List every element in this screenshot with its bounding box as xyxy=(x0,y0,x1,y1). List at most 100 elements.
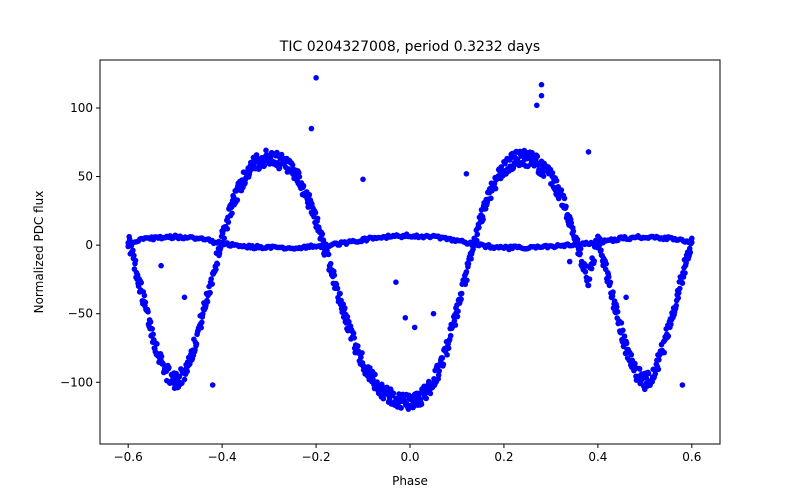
data-point xyxy=(555,195,562,202)
data-point xyxy=(213,266,219,273)
data-point xyxy=(423,395,430,402)
data-point xyxy=(327,260,334,267)
data-point xyxy=(687,249,694,256)
data-point xyxy=(208,276,214,282)
data-point xyxy=(209,281,215,287)
data-point xyxy=(582,269,589,275)
data-point xyxy=(331,272,338,279)
data-points xyxy=(125,75,695,412)
data-point xyxy=(458,296,464,303)
data-point xyxy=(370,376,376,382)
data-point xyxy=(598,247,604,253)
data-point xyxy=(346,319,352,325)
data-point xyxy=(682,270,688,276)
data-point xyxy=(142,299,149,306)
data-point xyxy=(679,280,686,287)
data-point xyxy=(614,309,621,315)
data-point xyxy=(334,285,341,292)
data-point xyxy=(454,313,461,320)
data-point xyxy=(390,390,397,397)
data-point xyxy=(563,203,569,210)
outlier-point xyxy=(393,279,399,286)
data-point xyxy=(229,210,235,217)
data-point xyxy=(465,261,472,267)
data-point xyxy=(474,231,481,238)
data-point xyxy=(435,372,442,378)
data-point xyxy=(374,379,380,385)
data-point xyxy=(570,228,577,235)
data-point xyxy=(158,353,165,360)
outlier-point xyxy=(679,382,686,388)
data-point xyxy=(166,364,172,371)
data-point xyxy=(221,235,227,241)
data-point xyxy=(586,276,593,282)
x-tick-label: 0.6 xyxy=(682,450,701,464)
data-point xyxy=(577,250,583,257)
data-point xyxy=(535,162,541,168)
data-point xyxy=(319,231,326,237)
x-tick-label: −0.4 xyxy=(208,450,237,464)
data-point xyxy=(628,351,635,358)
data-point xyxy=(652,371,659,377)
data-point xyxy=(372,371,378,378)
x-axis-label: Phase xyxy=(392,474,428,488)
outlier-point xyxy=(430,310,437,317)
data-point xyxy=(665,333,672,339)
outlier-point xyxy=(463,171,470,177)
data-point xyxy=(447,332,454,339)
data-point xyxy=(607,279,614,286)
data-point xyxy=(207,289,213,296)
outlier-point xyxy=(538,81,545,88)
chart-title: TIC 0204327008, period 0.3232 days xyxy=(279,39,540,55)
data-point xyxy=(193,341,200,347)
data-point xyxy=(623,340,630,347)
data-point xyxy=(418,401,425,408)
data-point xyxy=(618,320,625,326)
data-point xyxy=(620,327,626,334)
data-point xyxy=(464,277,470,284)
x-axis: −0.6 −0.4 −0.2 0.0 0.2 0.4 0.6 xyxy=(114,444,701,464)
data-point xyxy=(610,289,616,295)
data-point xyxy=(138,279,144,286)
data-point xyxy=(613,304,620,310)
outlier-point xyxy=(360,176,366,183)
data-point xyxy=(261,162,268,169)
data-point xyxy=(445,345,452,352)
data-point xyxy=(540,173,547,179)
data-point xyxy=(591,258,597,264)
data-point xyxy=(621,333,628,340)
data-point xyxy=(655,366,662,373)
data-point xyxy=(337,290,343,297)
data-point xyxy=(468,255,474,262)
y-tick-label: −100 xyxy=(60,375,93,389)
data-point xyxy=(661,349,667,356)
data-point-flat xyxy=(689,239,695,246)
data-point xyxy=(200,311,206,317)
outlier-point xyxy=(313,75,319,81)
y-axis: −100 −50 0 50 100 xyxy=(60,101,100,389)
data-point xyxy=(585,282,592,289)
data-point xyxy=(677,285,683,292)
data-point xyxy=(558,187,565,193)
data-point xyxy=(529,150,535,156)
data-point xyxy=(380,395,387,402)
data-point xyxy=(131,252,137,259)
x-tick-label: −0.6 xyxy=(114,450,143,464)
data-point xyxy=(145,309,151,315)
data-point xyxy=(214,261,221,267)
data-point xyxy=(606,274,612,280)
data-point xyxy=(296,169,302,176)
outlier-point xyxy=(402,315,409,321)
data-point xyxy=(379,381,385,388)
data-point xyxy=(176,373,183,380)
data-point xyxy=(342,305,348,311)
data-point xyxy=(150,331,156,338)
data-point xyxy=(455,308,461,315)
data-point xyxy=(436,368,443,374)
data-point xyxy=(451,318,458,324)
data-point xyxy=(656,357,662,363)
outlier-point xyxy=(308,125,315,132)
outlier-point xyxy=(566,258,573,265)
data-point xyxy=(147,319,154,325)
data-point xyxy=(306,191,313,198)
